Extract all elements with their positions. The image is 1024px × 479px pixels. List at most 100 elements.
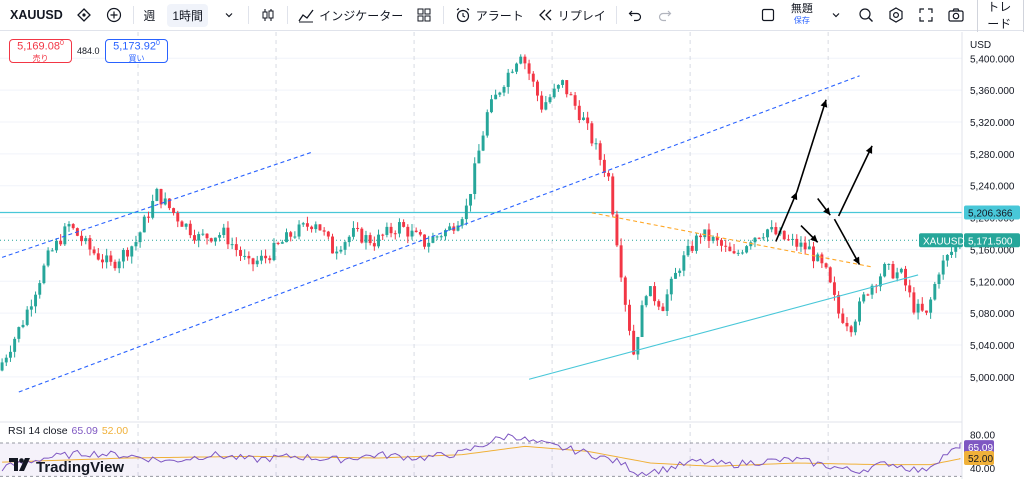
redo-button[interactable] (650, 0, 680, 31)
candle-body (126, 250, 130, 257)
chart-type-button[interactable] (253, 0, 283, 31)
undo-button[interactable] (620, 0, 650, 31)
arrow-shaft (833, 218, 861, 265)
interval-week-button[interactable]: 週 (143, 8, 156, 23)
candle-body (799, 242, 803, 247)
candle-body (619, 245, 623, 278)
candle-body (720, 240, 723, 246)
candle-body (623, 277, 627, 305)
layout-toggle-button[interactable] (753, 0, 783, 31)
candle-body (368, 235, 372, 244)
candle-body (753, 237, 757, 243)
settings-button[interactable] (881, 0, 911, 31)
candle-body (356, 227, 360, 229)
templates-button[interactable] (409, 0, 439, 31)
candle-body (736, 252, 740, 254)
candle-body (460, 219, 464, 226)
arrow-head (852, 256, 860, 265)
layout-menu-dropdown[interactable] (821, 0, 851, 31)
candle-body (494, 94, 498, 100)
toolbar-divider (443, 6, 444, 24)
candle-body (29, 306, 33, 310)
symbol-search[interactable]: XAUUSD (10, 8, 63, 22)
candle-body (184, 223, 188, 227)
redo-icon (656, 6, 674, 24)
candles-icon (259, 6, 277, 24)
candle-body (573, 95, 577, 106)
candle-body (163, 198, 167, 205)
price-axis-background (962, 32, 1024, 479)
candle-body (464, 205, 468, 220)
candle-body (515, 63, 519, 72)
resistance-price-tag-bg (964, 205, 1020, 220)
compare-symbol-button[interactable] (99, 0, 129, 31)
candle-body (933, 284, 937, 300)
snapshot-button[interactable] (941, 0, 971, 31)
candle-body (147, 216, 150, 218)
candle-body (820, 254, 824, 264)
symbol-alert-button[interactable] (69, 0, 99, 31)
candle-body (209, 238, 213, 242)
candle-body (381, 234, 385, 236)
candle-body (628, 304, 631, 331)
candle-body (506, 72, 510, 87)
interval-active-label: 1時間 (167, 3, 209, 27)
fullscreen-button[interactable] (911, 0, 941, 31)
candle-body (393, 233, 397, 235)
candle-body (945, 254, 949, 261)
candle-body (205, 233, 209, 239)
candle-body (586, 117, 590, 124)
indicators-button[interactable]: インジケーター (291, 0, 409, 31)
arrow-head (823, 207, 831, 216)
settings-icon (887, 6, 905, 24)
replay-button[interactable]: リプレイ (530, 0, 612, 31)
candle-body (527, 63, 531, 74)
price-chart[interactable]: 5,400.000 5,360.000 5,320.000 5,280.000 5,24… (0, 32, 1024, 479)
current-price-tag-bg (964, 233, 1020, 248)
currency-label[interactable]: USD (970, 40, 992, 51)
candle-body (117, 261, 121, 269)
replay-icon (536, 6, 554, 24)
candle-body (105, 255, 109, 263)
candle-body (71, 224, 75, 229)
interval-1h-button[interactable]: 1時間 (161, 0, 214, 31)
price-axis[interactable] (961, 32, 1024, 479)
candle-body (297, 224, 301, 237)
candle-body (523, 56, 527, 64)
trade-button[interactable]: トレード (977, 0, 1024, 36)
candle-body (264, 255, 268, 259)
candle-body (791, 238, 795, 240)
candle-body (268, 258, 272, 261)
candle-body (485, 112, 489, 136)
candle-body (724, 245, 728, 247)
candle-body (782, 230, 786, 240)
candle-body (21, 324, 25, 328)
interval-dropdown[interactable] (214, 0, 244, 31)
candle-body (397, 222, 401, 234)
candle-body (172, 208, 176, 213)
rsi-tick-label: 40.00 (970, 464, 995, 475)
rsi-legend[interactable]: RSI 14 close 65.09 52.00 (8, 425, 128, 437)
sell-button[interactable]: 5,169.080 売り (9, 39, 72, 63)
buy-price-pipette: 0 (155, 40, 160, 48)
tradingview-logo[interactable]: TradingView (9, 458, 124, 476)
candle-body (343, 242, 347, 250)
candle-body (377, 234, 380, 247)
candle-body (565, 80, 569, 95)
logo-text: TradingView (36, 458, 125, 476)
layout-name-button[interactable]: 無題 保存 (783, 0, 822, 31)
alert-button[interactable]: アラート (448, 0, 530, 31)
toolbar-divider (248, 6, 249, 24)
candle-body (519, 56, 523, 64)
candle-body (665, 294, 669, 312)
projection-arrows[interactable] (775, 99, 873, 265)
candle-body (67, 224, 71, 227)
buy-button[interactable]: 5,173.920 買い (105, 39, 168, 63)
trendline-drawings[interactable] (1, 75, 919, 393)
candle-body (636, 336, 640, 355)
plus-circle-icon (105, 6, 123, 24)
camera-icon (947, 6, 965, 24)
candle-body (561, 80, 565, 85)
candle-body (766, 229, 769, 238)
quick-search-button[interactable] (851, 0, 881, 31)
